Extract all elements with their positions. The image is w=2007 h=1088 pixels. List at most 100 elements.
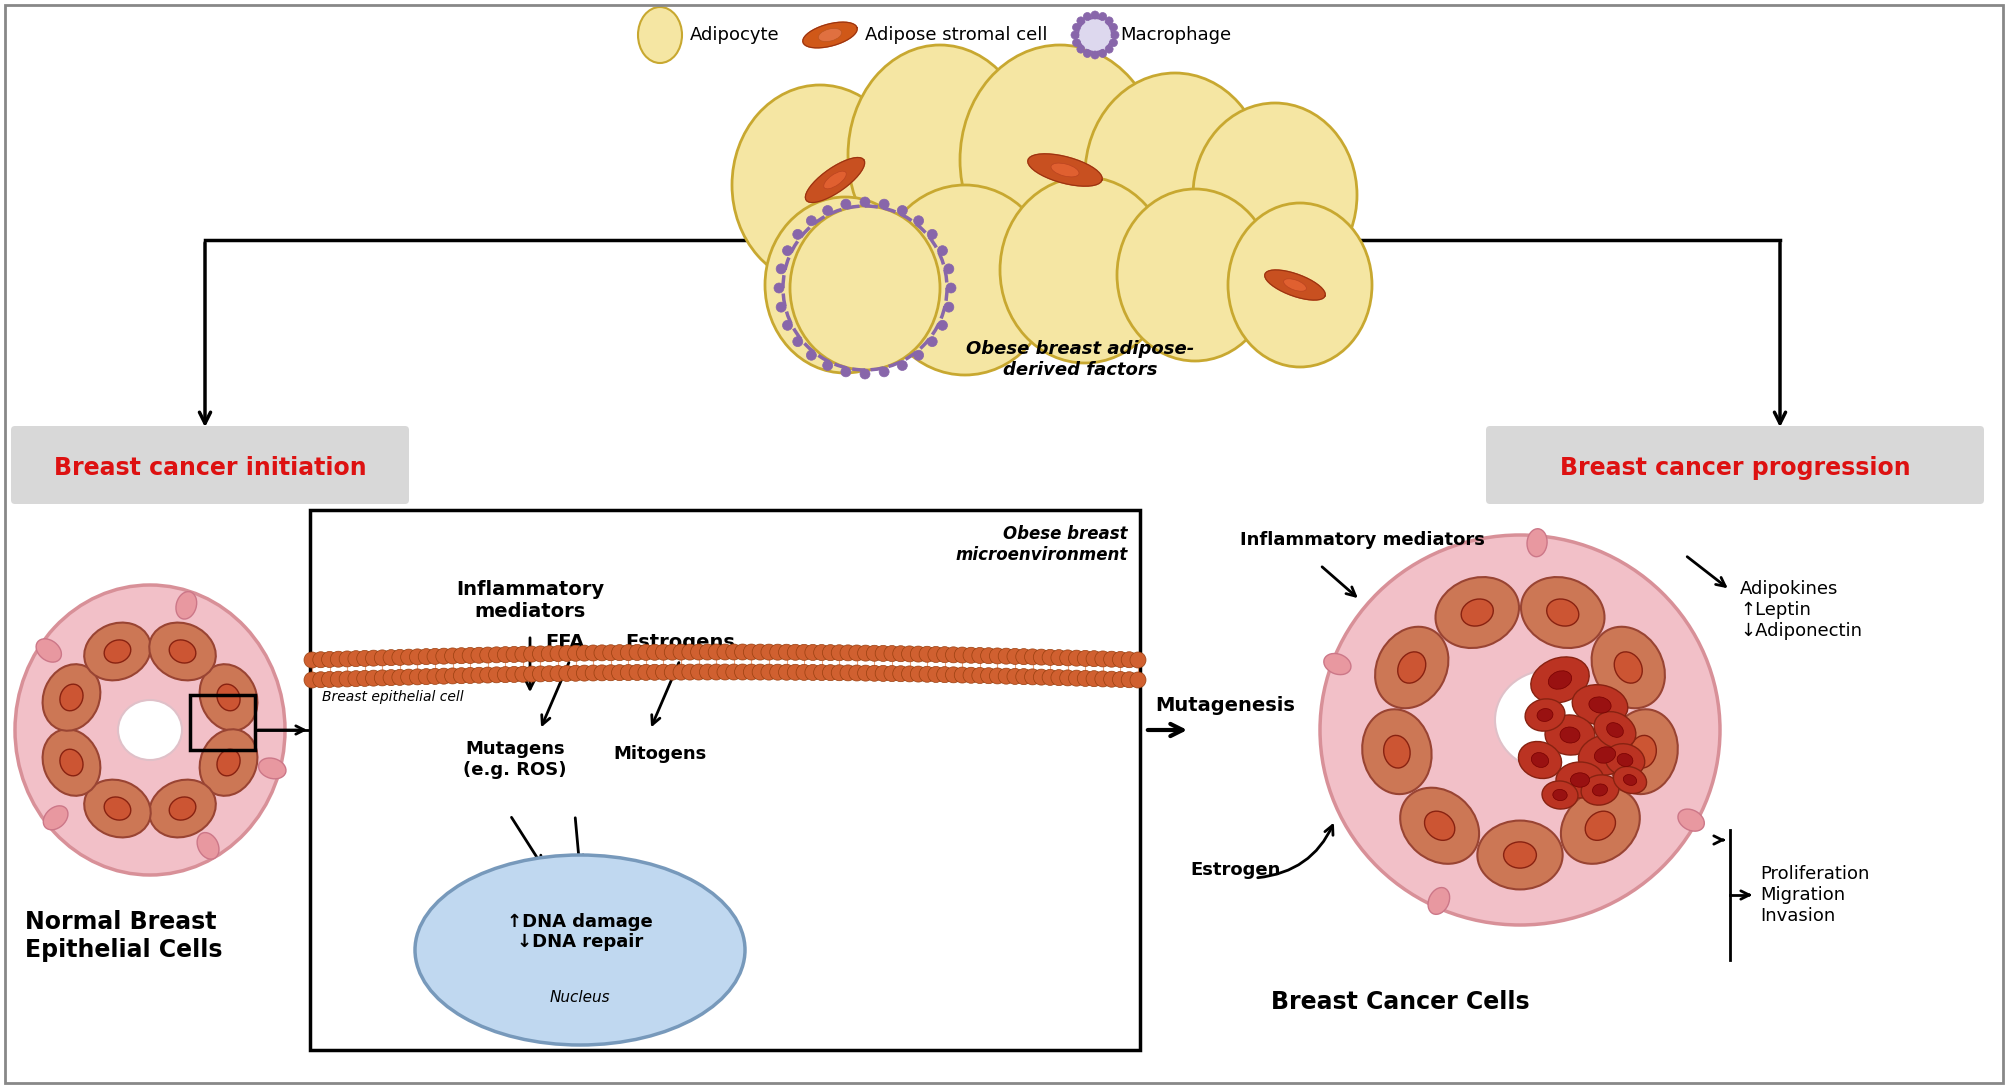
Ellipse shape	[1531, 753, 1547, 767]
Ellipse shape	[1559, 788, 1640, 864]
Circle shape	[953, 667, 969, 683]
Ellipse shape	[1555, 762, 1604, 798]
Circle shape	[682, 644, 698, 660]
Circle shape	[1060, 650, 1076, 666]
Circle shape	[909, 646, 925, 663]
Circle shape	[524, 646, 540, 663]
Circle shape	[532, 666, 548, 682]
Circle shape	[1016, 669, 1032, 684]
Circle shape	[1034, 650, 1050, 665]
Ellipse shape	[1588, 697, 1610, 713]
Ellipse shape	[823, 171, 845, 189]
Circle shape	[409, 648, 425, 665]
Text: Proliferation
Migration
Invasion: Proliferation Migration Invasion	[1758, 865, 1869, 925]
Ellipse shape	[1116, 189, 1272, 361]
Circle shape	[612, 644, 628, 660]
Circle shape	[793, 230, 803, 239]
Circle shape	[865, 645, 881, 662]
Ellipse shape	[199, 664, 257, 731]
Ellipse shape	[1435, 577, 1517, 648]
Polygon shape	[1264, 270, 1325, 300]
Ellipse shape	[1397, 652, 1425, 683]
Ellipse shape	[84, 780, 151, 838]
Circle shape	[462, 667, 478, 683]
Circle shape	[436, 668, 452, 684]
Circle shape	[1110, 39, 1118, 47]
Circle shape	[576, 665, 592, 681]
Text: Estrogen: Estrogen	[1190, 861, 1280, 879]
Text: Macrophage: Macrophage	[1120, 26, 1230, 44]
Circle shape	[638, 644, 654, 660]
Ellipse shape	[877, 185, 1052, 375]
Circle shape	[708, 644, 725, 660]
Circle shape	[777, 264, 787, 274]
Circle shape	[1072, 23, 1080, 32]
Ellipse shape	[199, 729, 257, 795]
Text: Breast epithelial cell: Breast epithelial cell	[321, 690, 464, 704]
Circle shape	[769, 644, 785, 660]
Ellipse shape	[217, 684, 241, 710]
Circle shape	[1094, 651, 1110, 667]
Circle shape	[897, 360, 907, 371]
Circle shape	[857, 665, 873, 681]
Circle shape	[997, 648, 1014, 664]
Circle shape	[875, 645, 891, 662]
Circle shape	[971, 667, 987, 683]
Ellipse shape	[1495, 670, 1604, 770]
Circle shape	[849, 665, 865, 681]
Circle shape	[498, 667, 514, 682]
Circle shape	[913, 215, 923, 226]
Circle shape	[550, 645, 566, 662]
Circle shape	[1076, 670, 1092, 687]
Ellipse shape	[1519, 577, 1604, 648]
Polygon shape	[803, 22, 857, 48]
Circle shape	[971, 647, 987, 664]
Circle shape	[831, 665, 847, 681]
Circle shape	[979, 647, 995, 664]
Circle shape	[558, 666, 574, 681]
Circle shape	[919, 646, 935, 663]
Circle shape	[1016, 648, 1032, 665]
Circle shape	[875, 666, 891, 681]
Circle shape	[584, 665, 600, 681]
Circle shape	[568, 665, 584, 681]
Circle shape	[927, 667, 943, 682]
Circle shape	[568, 645, 584, 662]
Circle shape	[303, 652, 319, 668]
Circle shape	[347, 670, 363, 687]
Circle shape	[943, 302, 953, 312]
Text: Inflammatory
mediators: Inflammatory mediators	[456, 580, 604, 621]
Circle shape	[488, 647, 504, 663]
Circle shape	[883, 666, 899, 681]
Circle shape	[584, 645, 600, 662]
Text: Breast Cancer Cells: Breast Cancer Cells	[1270, 990, 1529, 1014]
Circle shape	[1104, 652, 1120, 667]
Circle shape	[787, 665, 803, 680]
Circle shape	[919, 666, 935, 682]
Circle shape	[841, 367, 851, 376]
Circle shape	[831, 645, 847, 660]
Ellipse shape	[959, 45, 1160, 275]
Circle shape	[331, 652, 345, 667]
Circle shape	[1042, 669, 1058, 685]
Circle shape	[725, 644, 741, 660]
Circle shape	[893, 666, 909, 682]
Circle shape	[997, 668, 1014, 684]
FancyBboxPatch shape	[10, 426, 409, 504]
Circle shape	[909, 666, 925, 682]
Circle shape	[1024, 648, 1040, 665]
Ellipse shape	[1517, 742, 1561, 779]
Ellipse shape	[42, 664, 100, 731]
Circle shape	[391, 669, 407, 685]
Circle shape	[550, 666, 566, 681]
Circle shape	[383, 650, 399, 666]
Ellipse shape	[1543, 715, 1594, 755]
Circle shape	[716, 664, 733, 680]
Circle shape	[628, 644, 644, 660]
Ellipse shape	[1228, 203, 1371, 367]
Circle shape	[454, 647, 470, 664]
Circle shape	[401, 650, 415, 665]
Circle shape	[462, 647, 478, 664]
Ellipse shape	[104, 640, 130, 663]
Circle shape	[779, 664, 795, 680]
